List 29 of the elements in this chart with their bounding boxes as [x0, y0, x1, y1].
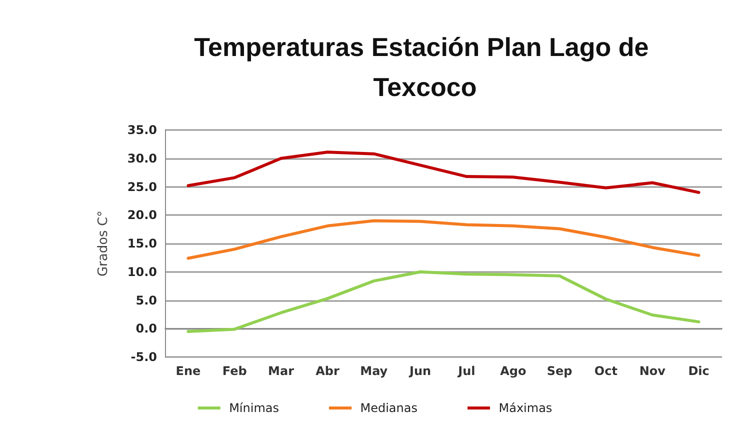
y-tick-label: 30.0: [127, 151, 157, 166]
x-tick-label: Oct: [594, 364, 618, 378]
line-series: [186, 150, 700, 194]
line-series: [186, 219, 700, 260]
x-tick-label: Dic: [688, 364, 710, 378]
legend-label: Medianas: [360, 401, 418, 415]
x-tick-label: Ene: [176, 364, 201, 378]
x-tick-label: May: [360, 364, 388, 378]
y-tick-label: 10.0: [127, 264, 157, 279]
x-tick-label: Feb: [222, 364, 248, 378]
x-tick-label: Jun: [408, 364, 432, 378]
y-tick-label: 15.0: [127, 236, 157, 250]
legend-label: Mínimas: [229, 401, 279, 415]
chart-title: Temperaturas Estación Plan Lago de Texcoco: [194, 32, 656, 102]
x-tick-label: Jul: [457, 364, 476, 378]
y-tick-label: 20.0: [127, 208, 157, 222]
line-series: [186, 270, 700, 333]
x-tick-label: Mar: [268, 364, 294, 378]
x-tick-label: Nov: [639, 364, 666, 378]
x-tick-label: Ago: [500, 364, 526, 378]
y-tick-label: 25.0: [127, 180, 157, 194]
y-axis-title: Grados C°: [96, 210, 111, 277]
x-tick-label: Sep: [546, 364, 573, 378]
y-tick-label: 0.0: [136, 322, 157, 336]
y-tick-label: -5.0: [130, 350, 157, 364]
y-tick-label: 5.0: [136, 293, 157, 308]
legend-label: Máximas: [498, 401, 552, 415]
y-tick-label: 35.0: [127, 123, 157, 137]
x-tick-label: Abr: [316, 364, 340, 378]
